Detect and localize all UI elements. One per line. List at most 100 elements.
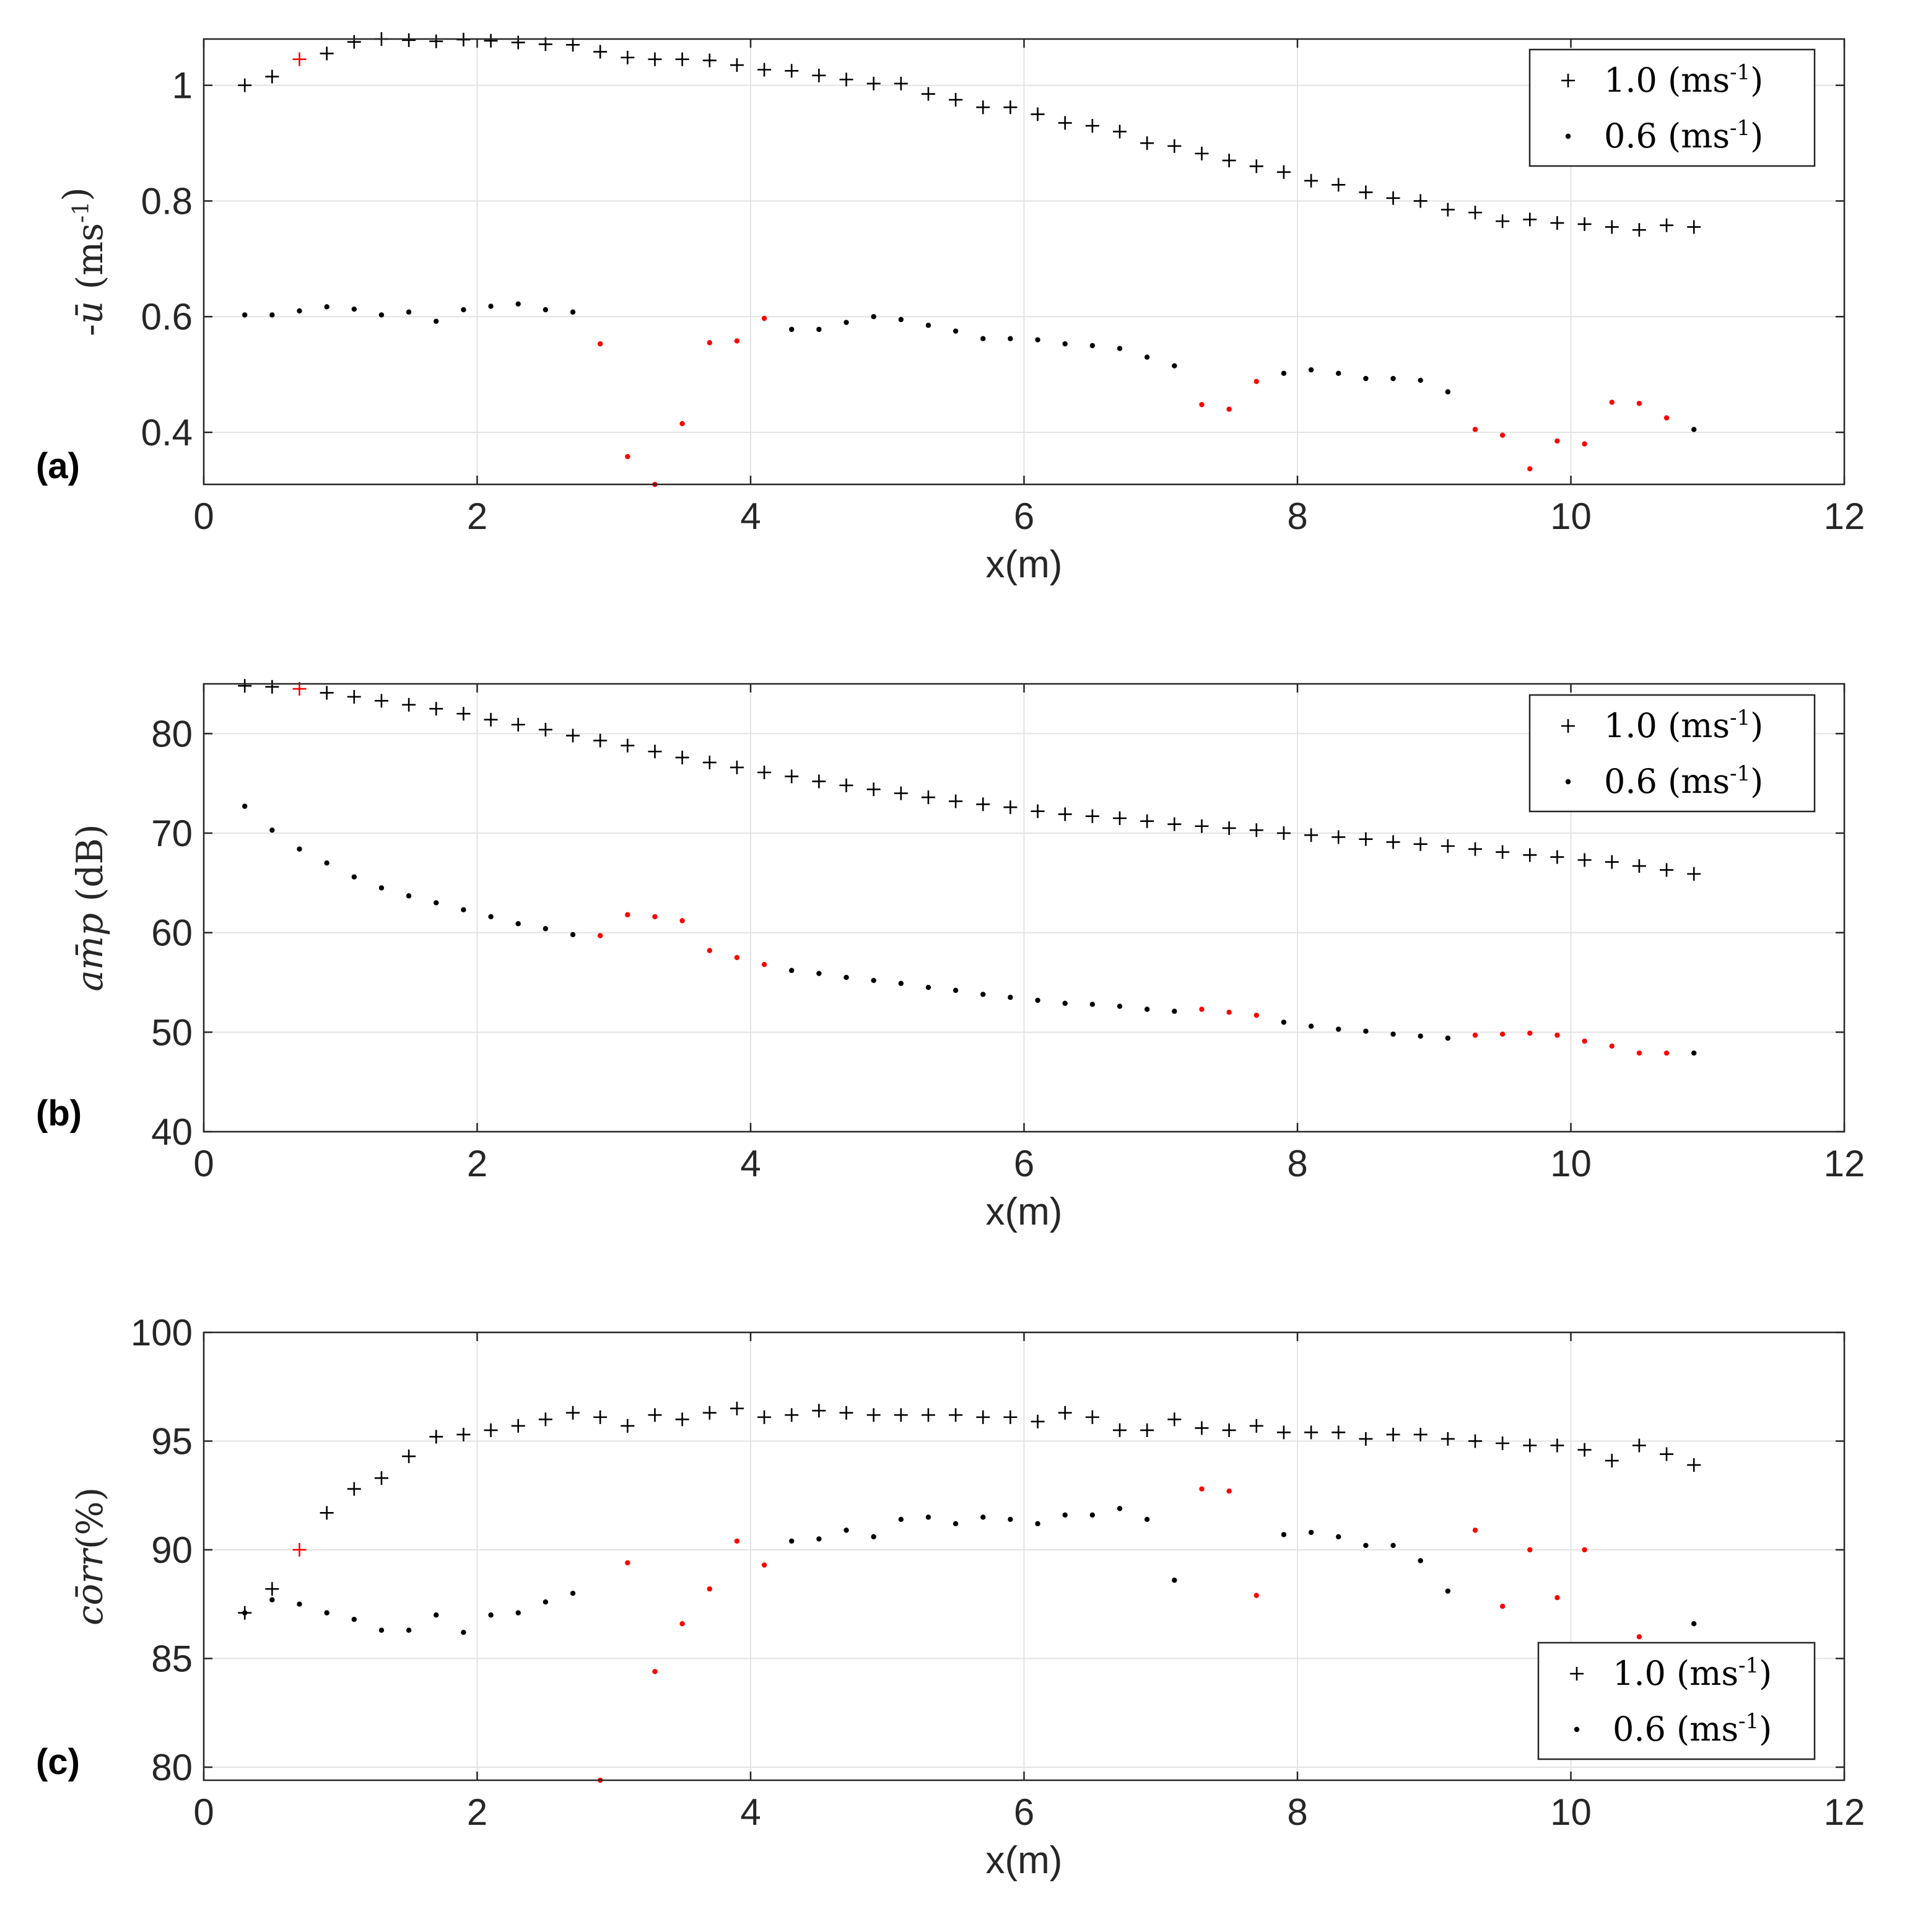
data-point-plus-1 xyxy=(1222,821,1236,835)
data-point-dot-2 xyxy=(679,918,685,924)
data-point-dot-2 xyxy=(707,948,712,953)
data-point-dot-2 xyxy=(1008,336,1013,341)
data-point-dot-2 xyxy=(242,1610,248,1615)
data-point-plus-1 xyxy=(648,745,662,759)
data-point-dot-2 xyxy=(1144,1007,1150,1012)
y-tick-label: 90 xyxy=(151,1529,193,1571)
data-point-plus-1 xyxy=(1359,1432,1373,1446)
data-point-plus-1 xyxy=(1003,1410,1018,1424)
data-point-dot-2 xyxy=(488,304,494,309)
x-tick-label: 6 xyxy=(1014,1791,1034,1833)
data-point-dot-2 xyxy=(515,301,521,307)
data-point-plus-1 xyxy=(1496,1436,1510,1450)
data-point-dot-2 xyxy=(351,874,357,880)
data-point-dot-2 xyxy=(1035,337,1040,343)
legend: 1.0 (ms-1)0.6 (ms-1) xyxy=(1537,1641,1816,1760)
x-tick-label: 4 xyxy=(740,496,761,537)
data-point-plus-1 xyxy=(1687,867,1701,881)
x-axis-label: x(m) xyxy=(986,1839,1063,1882)
data-point-plus-1 xyxy=(1441,1432,1455,1446)
y-tick-label: 70 xyxy=(151,813,193,854)
x-axis-label: x(m) xyxy=(986,543,1063,586)
legend-value: 1.0 xyxy=(1604,706,1657,745)
legend-unit-close: ) xyxy=(1750,116,1763,155)
data-point-plus-1 xyxy=(702,1405,717,1420)
legend-unit-close: ) xyxy=(1750,61,1763,100)
legend-unit-close: ) xyxy=(1750,762,1763,801)
data-point-plus-1 xyxy=(1386,191,1400,205)
data-point-plus-1 xyxy=(757,765,772,779)
data-point-dot-2 xyxy=(570,309,576,315)
data-point-plus-1 xyxy=(1523,212,1537,227)
data-point-dot-2 xyxy=(351,1617,357,1622)
data-point-plus-1 xyxy=(1468,842,1482,856)
data-point-dot-2 xyxy=(1363,1542,1369,1549)
legend-value: 1.0 xyxy=(1604,61,1657,100)
data-point-plus-1 xyxy=(1468,1434,1482,1448)
data-point-dot-2 xyxy=(1527,466,1533,471)
data-point-dot-2 xyxy=(1144,354,1150,360)
data-point-plus-1 xyxy=(292,1542,307,1557)
y-tick-label: 0.6 xyxy=(141,296,193,338)
data-point-dot-2 xyxy=(1226,406,1232,412)
data-point-dot-2 xyxy=(1691,1050,1697,1056)
y-axis-label: am̄p (dB) xyxy=(69,824,111,991)
data-point-dot-2 xyxy=(1062,1000,1068,1006)
data-point-plus-1 xyxy=(1167,817,1182,831)
data-point-plus-1 xyxy=(1386,835,1400,849)
legend-unit-exponent: -1 xyxy=(1730,60,1750,85)
data-point-dot-2 xyxy=(734,955,740,961)
data-point-plus-1 xyxy=(1386,1427,1400,1441)
data-point-dot-2 xyxy=(1363,375,1369,382)
data-point-dot-2 xyxy=(925,1515,931,1520)
data-point-dot-2 xyxy=(816,326,822,332)
data-point-plus-1 xyxy=(1276,826,1291,840)
data-point-plus-1 xyxy=(484,33,498,48)
data-point-plus-1 xyxy=(976,797,990,811)
data-point-dot-2 xyxy=(1582,1547,1587,1553)
data-point-plus-1 xyxy=(1167,1412,1182,1427)
legend-box xyxy=(1528,48,1816,167)
data-point-plus-1 xyxy=(757,63,772,77)
data-point-plus-1 xyxy=(1195,1421,1209,1435)
legend-unit: (ms xyxy=(1657,706,1730,745)
data-point-plus-1 xyxy=(921,790,935,805)
data-point-dot-2 xyxy=(1281,1020,1287,1025)
data-point-plus-1 xyxy=(839,1405,853,1420)
data-point-plus-1 xyxy=(1222,154,1236,168)
data-point-dot-2 xyxy=(1008,994,1013,1000)
legend-marker-dot xyxy=(1565,779,1571,785)
legend-entry-1: 1.0 (ms-1) xyxy=(1604,60,1763,100)
data-point-dot-2 xyxy=(953,987,959,994)
y-tick-label: 60 xyxy=(151,912,193,954)
legend-marker-plus xyxy=(1561,74,1575,87)
data-point-dot-2 xyxy=(1281,1532,1287,1537)
panel-tag: (a) xyxy=(36,446,80,486)
data-point-plus-1 xyxy=(374,1471,388,1485)
data-point-dot-2 xyxy=(734,1538,740,1544)
data-point-plus-1 xyxy=(1550,1438,1564,1453)
data-point-plus-1 xyxy=(1003,100,1018,115)
data-point-dot-2 xyxy=(1609,400,1615,405)
data-point-dot-2 xyxy=(761,961,767,968)
data-point-dot-2 xyxy=(1472,1032,1478,1038)
data-point-dot-2 xyxy=(898,1516,904,1523)
data-point-dot-2 xyxy=(1253,1593,1259,1598)
data-point-dot-2 xyxy=(844,974,849,981)
y-axis-label: cōrr(%) xyxy=(69,1487,111,1625)
legend-box xyxy=(1528,694,1816,813)
data-point-dot-2 xyxy=(269,1597,275,1602)
data-point-plus-1 xyxy=(538,1412,552,1427)
data-point-dot-2 xyxy=(1008,1516,1013,1523)
data-point-plus-1 xyxy=(1249,159,1263,173)
data-point-dot-2 xyxy=(679,1621,685,1627)
legend-unit-exponent: -1 xyxy=(1730,116,1750,141)
data-point-dot-2 xyxy=(980,1515,986,1520)
data-point-plus-1 xyxy=(1413,837,1428,851)
data-point-dot-2 xyxy=(844,320,849,325)
data-point-plus-1 xyxy=(1577,853,1592,867)
data-point-plus-1 xyxy=(1413,1427,1428,1441)
data-point-dot-2 xyxy=(1336,1026,1341,1032)
data-point-dot-2 xyxy=(1390,1031,1396,1037)
data-point-dot-2 xyxy=(1281,370,1287,376)
